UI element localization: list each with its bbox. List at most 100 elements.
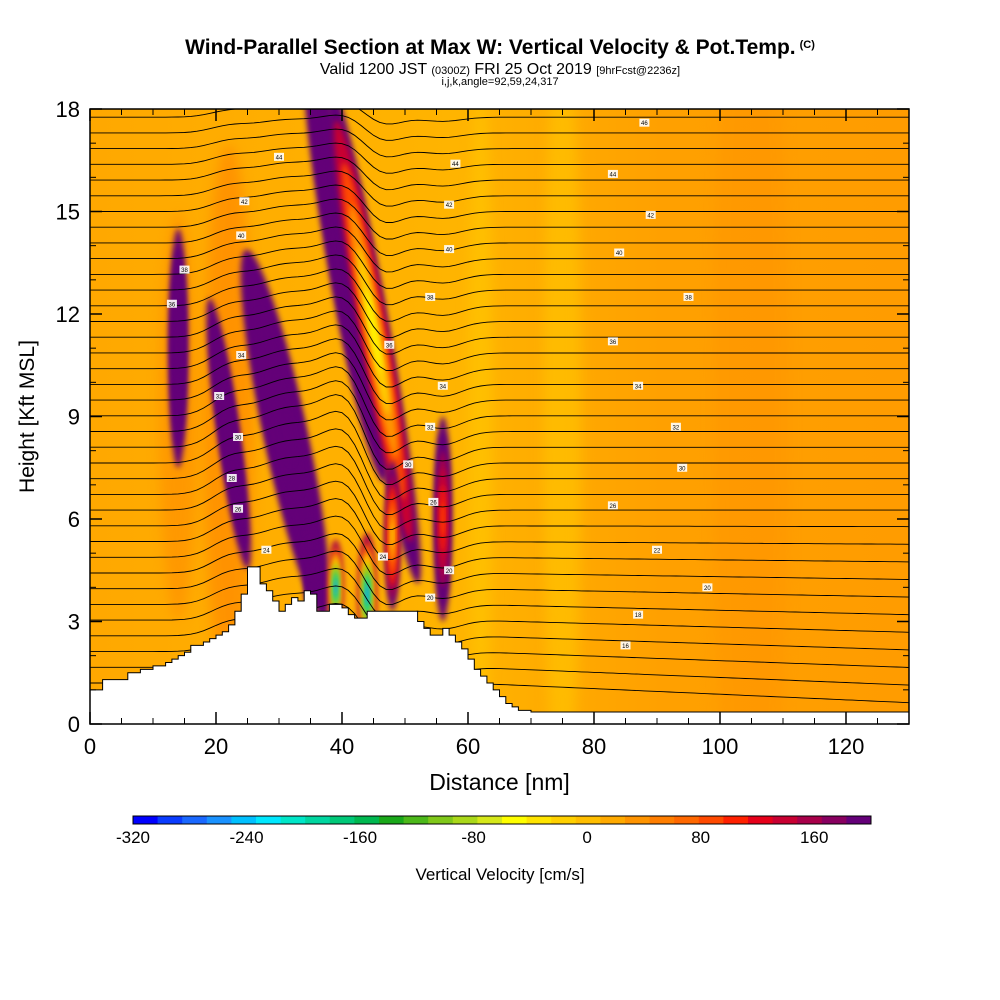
colorbar-swatch xyxy=(821,816,847,824)
theta-label: 36 xyxy=(166,299,177,308)
theta-label: 30 xyxy=(677,463,688,472)
theta-label: 34 xyxy=(236,351,247,360)
theta-label-text: 40 xyxy=(616,251,623,257)
colorbar-swatch xyxy=(649,816,675,824)
theta-label-text: 18 xyxy=(635,613,642,619)
colorbar-swatch xyxy=(797,816,823,824)
grid-indices: i,j,k,angle=92,59,24,317 xyxy=(441,76,559,88)
theta-contour xyxy=(90,515,909,575)
colorbar-swatch xyxy=(157,816,183,824)
theta-label-text: 30 xyxy=(679,466,686,472)
colorbar-tick-label: 0 xyxy=(582,828,591,847)
colorbar-swatch xyxy=(452,816,478,824)
y-tick-label: 6 xyxy=(68,507,80,532)
theta-label-bg xyxy=(233,504,244,513)
theta-label: 46 xyxy=(639,118,650,127)
colorbar-swatch xyxy=(477,816,503,824)
theta-label-text: 46 xyxy=(641,121,648,127)
theta-label-bg xyxy=(236,231,247,240)
y-axis-label: Height [Kft MSL] xyxy=(16,340,39,493)
colorbar-swatch xyxy=(698,816,724,824)
theta-label-bg xyxy=(428,497,439,506)
theta-label-bg xyxy=(677,463,688,472)
theta-label: 24 xyxy=(377,552,388,561)
theta-contour xyxy=(90,184,909,223)
theta-label-text: 38 xyxy=(427,295,434,301)
theta-contour xyxy=(90,268,909,322)
chart-title-text: Wind-Parallel Section at Max W: Vertical… xyxy=(185,36,796,59)
utc-time: (0300Z) xyxy=(431,65,470,77)
theta-label: 22 xyxy=(652,545,662,554)
theta-label-text: 36 xyxy=(610,340,617,346)
theta-label-bg xyxy=(261,545,272,554)
theta-label-text: 42 xyxy=(241,200,248,206)
theta-label-bg xyxy=(614,248,625,257)
theta-contour xyxy=(90,170,909,207)
colorbar-swatch xyxy=(723,816,749,824)
forecast-info: [9hrFcst@2236z] xyxy=(596,65,681,77)
theta-label: 40 xyxy=(236,231,247,240)
colorbar-swatch xyxy=(772,816,798,824)
theta-label-bg xyxy=(620,641,631,650)
terrain-profile xyxy=(89,566,910,725)
theta-label-bg xyxy=(214,392,225,400)
theta-label-bg xyxy=(403,460,414,469)
theta-label-bg xyxy=(179,265,190,274)
theta-label: 42 xyxy=(444,200,455,209)
theta-label: 28 xyxy=(226,474,237,483)
theta-label-text: 44 xyxy=(610,172,617,178)
x-tick-label: 0 xyxy=(84,734,96,759)
theta-label: 42 xyxy=(239,197,250,206)
theta-label: 42 xyxy=(645,210,656,219)
x-tick-label: 120 xyxy=(828,734,865,759)
field-band xyxy=(468,109,494,724)
theta-label-text: 38 xyxy=(685,295,692,301)
theta-label-bg xyxy=(645,210,656,219)
theta-label-bg xyxy=(166,299,177,308)
y-tick-label: 18 xyxy=(56,97,80,122)
theta-label-bg xyxy=(652,545,662,554)
theta-label-text: 32 xyxy=(216,395,223,401)
theta-contour xyxy=(90,533,909,590)
colorbar-swatch xyxy=(403,816,429,824)
theta-label-bg xyxy=(384,340,395,349)
theta-contours xyxy=(90,87,909,704)
downdraft-core xyxy=(365,288,382,374)
theta-label: 26 xyxy=(233,504,244,513)
chart-title: Wind-Parallel Section at Max W: Vertical… xyxy=(0,36,1000,60)
theta-label-bg xyxy=(607,337,618,346)
theta-label: 40 xyxy=(614,248,625,257)
theta-contour xyxy=(90,226,909,273)
chart-subtitle: Valid 1200 JST (0300Z) FRI 25 Oct 2019 [… xyxy=(0,61,1000,79)
colorbar-tick-label: -240 xyxy=(230,828,264,847)
theta-contour xyxy=(90,212,909,256)
theta-label: 36 xyxy=(607,337,618,346)
theta-label: 36 xyxy=(384,340,395,349)
theta-label-text: 26 xyxy=(610,504,617,510)
theta-label: 32 xyxy=(670,422,681,431)
theta-contour xyxy=(90,254,909,306)
theta-label-text: 26 xyxy=(235,507,242,513)
x-tick-label: 100 xyxy=(702,734,739,759)
colorbar-label: Vertical Velocity [cm/s] xyxy=(415,865,584,884)
theta-contour xyxy=(90,87,909,107)
theta-contour xyxy=(90,445,909,515)
theta-label-bg xyxy=(274,152,284,161)
theta-label-bg xyxy=(607,501,618,510)
theta-label-bg xyxy=(425,292,436,301)
theta-label-text: 22 xyxy=(654,548,661,554)
theta-label-text: 34 xyxy=(439,384,446,390)
theta-label-text: 20 xyxy=(427,596,434,602)
theta-contour xyxy=(90,310,909,371)
theta-label-bg xyxy=(444,200,455,209)
colorbar-swatch xyxy=(305,816,331,824)
theta-label-text: 20 xyxy=(446,569,453,575)
theta-label: 20 xyxy=(702,583,713,592)
colorbar-tick-label: 80 xyxy=(691,828,710,847)
theta-label-text: 34 xyxy=(238,354,245,360)
colorbar-swatch xyxy=(280,816,306,824)
theta-label-bg xyxy=(236,351,247,359)
updraft-core xyxy=(224,411,233,457)
theta-label: 38 xyxy=(683,292,694,301)
y-tick-label: 15 xyxy=(56,200,80,225)
